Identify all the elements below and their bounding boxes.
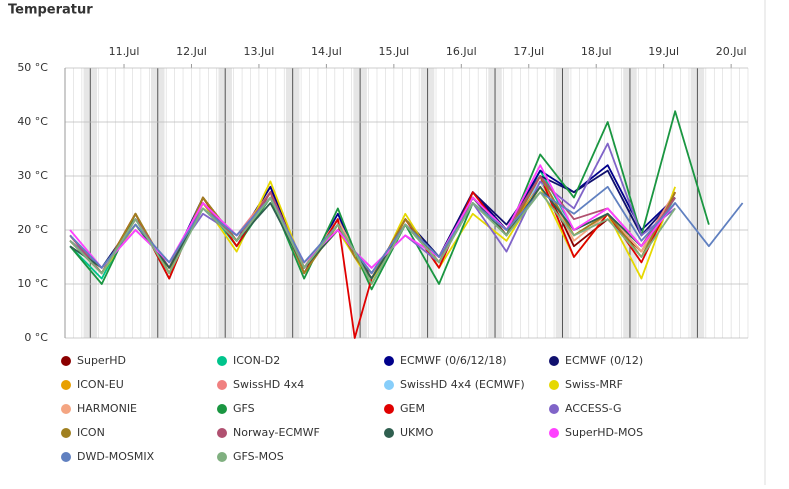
legend-label: SwissHD 4x4 (233, 378, 304, 391)
legend-marker (61, 356, 71, 366)
x-tick-label: 12.Jul (176, 45, 207, 58)
legend-marker (217, 380, 227, 390)
legend-label: ACCESS-G (565, 402, 622, 415)
legend-label: SuperHD (77, 354, 126, 367)
legend-label: GFS-MOS (233, 450, 284, 463)
legend-label: ICON (77, 426, 105, 439)
y-tick-label: 50 °C (17, 61, 48, 74)
legend-label: DWD-MOSMIX (77, 450, 155, 463)
legend-marker (61, 404, 71, 414)
legend-marker (549, 428, 559, 438)
legend-label: HARMONIE (77, 402, 137, 415)
legend-label: GEM (400, 402, 425, 415)
legend-label: ECMWF (0/6/12/18) (400, 354, 507, 367)
legend-marker (61, 428, 71, 438)
chart-title: Temperatur (8, 3, 93, 18)
legend-marker (217, 404, 227, 414)
legend-marker (217, 356, 227, 366)
legend-marker (217, 428, 227, 438)
plot-background: 11.Jul 12.Jul 13.Jul 14.Jul 15.Jul 16.Jul 17.J… (17, 45, 749, 344)
series-line (69, 185, 676, 280)
y-tick-label: 40 °C (17, 115, 48, 128)
legend-label: Norway-ECMWF (233, 426, 320, 439)
legend-marker (61, 452, 71, 462)
legend: SuperHD ICON-D2 ECMWF (0/6/12/18) ECMWF (0/… (61, 354, 643, 463)
legend-label: SuperHD-MOS (565, 426, 643, 439)
x-tick-label: 16.Jul (446, 45, 477, 58)
x-tick-label: 17.Jul (513, 45, 544, 58)
x-tick-label: 13.Jul (244, 45, 275, 58)
legend-label: GFS (233, 402, 255, 415)
x-tick-label: 18.Jul (581, 45, 612, 58)
legend-marker (384, 356, 394, 366)
legend-marker (384, 428, 394, 438)
legend-label: ICON-D2 (233, 354, 280, 367)
legend-marker (549, 404, 559, 414)
y-tick-label: 20 °C (17, 223, 48, 236)
y-tick-label: 10 °C (17, 277, 48, 290)
legend-marker (384, 404, 394, 414)
series-line (69, 185, 744, 275)
x-tick-label: 14.Jul (311, 45, 342, 58)
series-line (69, 175, 676, 339)
legend-label: Swiss-MRF (565, 378, 623, 391)
lines (69, 110, 744, 339)
x-tick-label: 19.Jul (648, 45, 679, 58)
legend-marker (61, 380, 71, 390)
series-line (69, 191, 676, 285)
legend-marker (549, 380, 559, 390)
legend-label: UKMO (400, 426, 434, 439)
legend-marker (384, 380, 394, 390)
x-tick-label: 11.Jul (109, 45, 140, 58)
x-tick-label: 20.Jul (716, 45, 747, 58)
legend-label: ICON-EU (77, 378, 124, 391)
legend-label: ECMWF (0/12) (565, 354, 643, 367)
x-tick-label: 15.Jul (378, 45, 409, 58)
legend-marker (549, 356, 559, 366)
legend-marker (217, 452, 227, 462)
y-tick-label: 30 °C (17, 169, 48, 182)
legend-label: SwissHD 4x4 (ECMWF) (400, 378, 525, 391)
y-tick-label: 0 °C (24, 331, 48, 344)
